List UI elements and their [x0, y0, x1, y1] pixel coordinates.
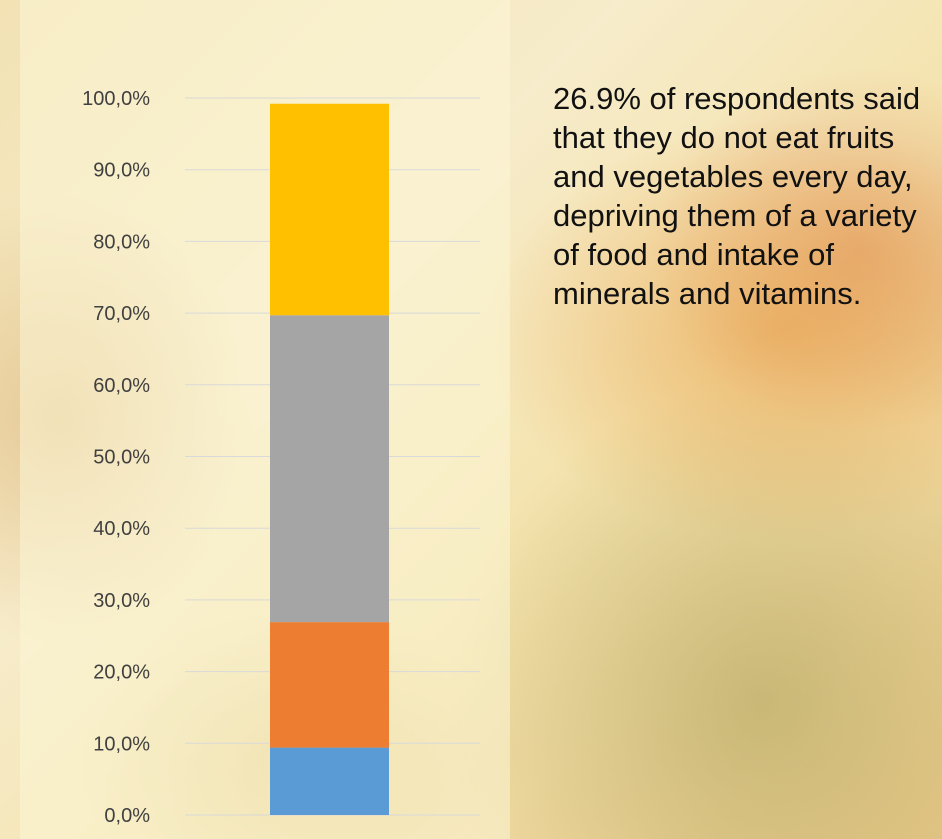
y-tick-label: 90,0%: [93, 160, 150, 182]
annotation-text: 26.9% of respondents said that they do n…: [553, 81, 921, 311]
y-tick-label: 80,0%: [93, 231, 150, 253]
chart-panel: [20, 0, 510, 839]
y-tick-label: 10,0%: [93, 733, 150, 755]
y-tick-label: 20,0%: [93, 662, 150, 684]
y-tick-label: 50,0%: [93, 447, 150, 469]
y-tick-label: 40,0%: [93, 518, 150, 540]
stacked-bar-chart: 0,0% 10,0% 20,0% 30,0% 40,0% 50,0% 60,0% 70,0% 8…: [82, 88, 480, 827]
y-tick-label: 30,0%: [93, 590, 150, 612]
y-tick-label: 60,0%: [93, 375, 150, 397]
bar-segment-1: [270, 747, 389, 815]
bar-segment-4: [270, 103, 389, 316]
bar-segment-2: [270, 622, 389, 748]
y-tick-label: 70,0%: [93, 303, 150, 325]
bar-segment-3: [270, 315, 389, 623]
bar-segments: [270, 103, 389, 815]
y-tick-label: 0,0%: [104, 805, 150, 827]
y-axis-ticks: 0,0% 10,0% 20,0% 30,0% 40,0% 50,0% 60,0% 70,0% 8…: [82, 88, 150, 827]
y-tick-label: 100,0%: [82, 88, 150, 110]
